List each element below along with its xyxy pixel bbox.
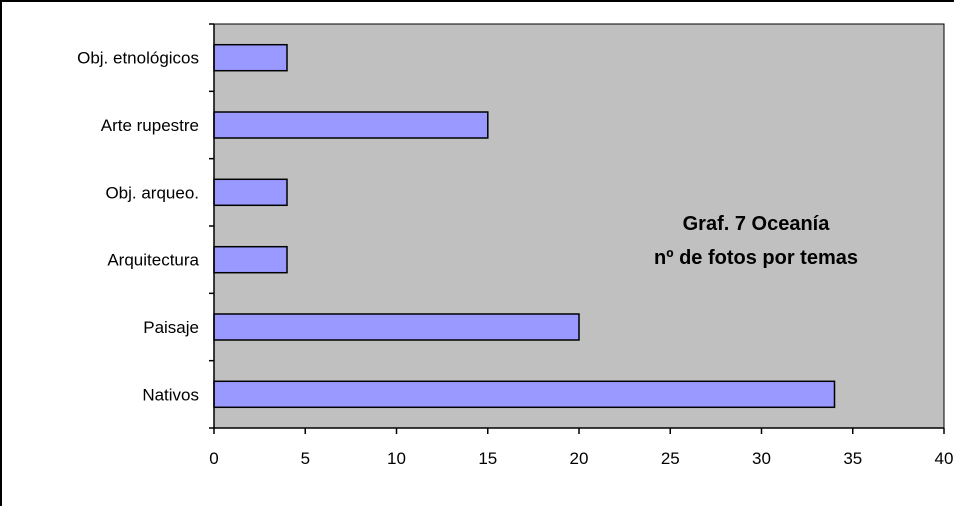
bar-3 — [213, 245, 288, 274]
x-tick-label: 5 — [301, 449, 310, 468]
bar-2 — [213, 178, 288, 207]
y-tick-label: Arte rupestre — [101, 116, 199, 135]
x-tick-label: 20 — [570, 449, 589, 468]
bars-group — [213, 43, 836, 409]
x-tick-marks — [213, 428, 945, 434]
y-tick-marks — [209, 23, 214, 429]
bar-4 — [213, 313, 580, 341]
x-tick-label: 25 — [661, 449, 680, 468]
x-tick-labels: 0 5 10 15 20 25 30 35 40 — [209, 449, 953, 468]
x-tick-label: 15 — [478, 449, 497, 468]
x-tick-label: 0 — [209, 449, 218, 468]
y-tick-label: Paisaje — [143, 318, 199, 337]
chart-title-line-2: nº de fotos por temas — [654, 247, 858, 269]
y-tick-labels: Obj. etnológicos Arte rupestre Obj. arqueo… — [77, 49, 199, 405]
x-tick-label: 10 — [387, 449, 406, 468]
x-tick-label: 30 — [752, 449, 771, 468]
plot-area — [213, 23, 945, 429]
chart-title-line-1: Graf. 7 Oceanía — [683, 213, 831, 235]
bar-0 — [213, 43, 288, 72]
y-tick-label: Nativos — [142, 385, 199, 404]
x-tick-label: 35 — [843, 449, 862, 468]
y-tick-label: Obj. etnológicos — [77, 49, 199, 68]
bar-5 — [213, 380, 836, 409]
x-tick-label: 40 — [935, 449, 954, 468]
y-tick-label: Obj. arqueo. — [105, 183, 199, 202]
y-tick-label: Arquitectura — [107, 251, 199, 270]
bar-1 — [213, 111, 489, 139]
